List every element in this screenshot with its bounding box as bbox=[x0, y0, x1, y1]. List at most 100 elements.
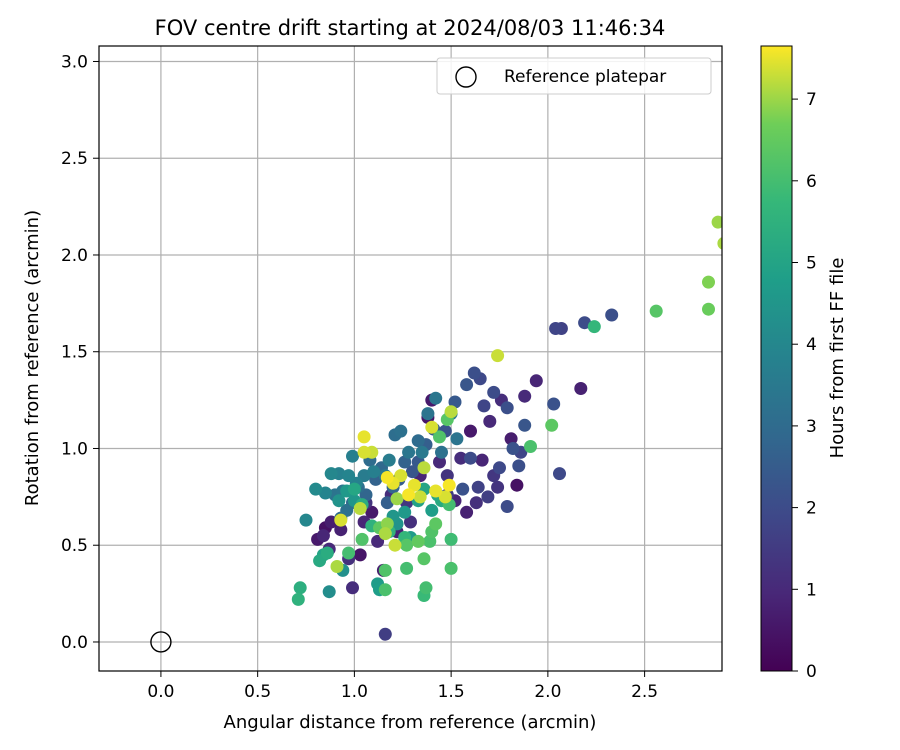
scatter-point bbox=[464, 451, 477, 465]
scatter-point bbox=[400, 538, 414, 552]
legend-reference-marker bbox=[455, 66, 477, 88]
scatter-point bbox=[574, 382, 588, 395]
scatter-point bbox=[506, 442, 520, 455]
scatter-point bbox=[380, 471, 394, 484]
scatter-point bbox=[481, 490, 495, 504]
scatter-point bbox=[504, 432, 518, 446]
scatter-point bbox=[433, 455, 446, 469]
scatter-point bbox=[342, 546, 356, 560]
scatter-point bbox=[524, 440, 537, 453]
scatter-point bbox=[491, 480, 505, 494]
scatter-point bbox=[702, 302, 715, 316]
scatter-point bbox=[415, 445, 429, 459]
scatter-point bbox=[398, 505, 412, 519]
y-tick-label: 0.0 bbox=[61, 633, 88, 653]
scatter-point bbox=[380, 517, 394, 531]
scatter-point bbox=[454, 451, 468, 465]
scatter-point bbox=[438, 490, 452, 504]
scatter-point bbox=[500, 401, 514, 415]
colorbar-label: Hours from first FF file bbox=[827, 258, 848, 459]
y-tick-label: 1.0 bbox=[61, 439, 88, 459]
scatter-point bbox=[442, 478, 456, 492]
scatter-point bbox=[291, 592, 305, 606]
colorbar-tick-label: 2 bbox=[806, 499, 817, 519]
y-axis-label: Rotation from reference (arcmin) bbox=[22, 210, 43, 506]
scatter-point bbox=[529, 374, 543, 388]
scatter-point bbox=[378, 627, 392, 641]
scatter-point bbox=[444, 561, 458, 575]
x-axis-ticks: 0.0 0.5 1.0 1.5 2.0 2.5 bbox=[147, 671, 658, 702]
x-tick-label: 2.5 bbox=[631, 682, 658, 702]
scatter-point bbox=[433, 430, 446, 444]
scatter-point bbox=[435, 445, 448, 459]
grid-lines bbox=[99, 46, 722, 671]
scatter-point bbox=[450, 432, 464, 446]
scatter-point bbox=[365, 505, 379, 519]
scatter-point bbox=[417, 552, 431, 566]
scatter-point bbox=[547, 397, 561, 411]
scatter-point bbox=[400, 561, 414, 575]
scatter-point bbox=[471, 480, 485, 494]
x-tick-label: 1.5 bbox=[438, 682, 465, 702]
legend-entry-reference-platepar: Reference platepar bbox=[504, 67, 666, 87]
scatter-point bbox=[413, 490, 427, 504]
scatter-point bbox=[346, 581, 359, 595]
scatter-point bbox=[320, 546, 334, 560]
x-tick-label: 2.0 bbox=[534, 682, 561, 702]
y-tick-label: 2.0 bbox=[61, 246, 88, 266]
scatter-point bbox=[334, 523, 348, 537]
y-tick-label: 2.5 bbox=[61, 149, 88, 169]
scatter-point bbox=[402, 445, 416, 459]
reference-platepar-marker bbox=[150, 631, 172, 653]
scatter-point bbox=[475, 453, 489, 467]
scatter-point bbox=[353, 548, 367, 562]
scatter-point bbox=[353, 502, 367, 515]
scatter-point bbox=[469, 496, 483, 510]
colorbar-tick-label: 4 bbox=[806, 335, 817, 355]
chart-title: FOV centre drift starting at 2024/08/03 … bbox=[155, 16, 666, 40]
scatter-point bbox=[411, 534, 425, 548]
scatter-point bbox=[444, 405, 458, 419]
colorbar: 0 1 2 3 4 5 6 7 Hours from first FF file bbox=[760, 45, 848, 682]
scatter-point bbox=[487, 385, 501, 399]
scatter-point bbox=[322, 585, 336, 599]
scatter-point bbox=[309, 482, 323, 496]
scatter-point bbox=[355, 532, 369, 546]
scatter-point bbox=[346, 449, 359, 463]
legend-box bbox=[436, 57, 712, 95]
scatter-point bbox=[587, 320, 601, 334]
data-points bbox=[291, 215, 722, 641]
scatter-point bbox=[425, 420, 439, 434]
y-tick-label: 3.0 bbox=[61, 52, 88, 72]
scatter-point bbox=[407, 478, 421, 492]
scatter-point bbox=[444, 532, 458, 546]
scatter-point bbox=[702, 275, 715, 289]
scatter-point bbox=[419, 581, 433, 595]
scatter-point bbox=[330, 560, 344, 573]
scatter-point bbox=[417, 461, 431, 475]
scatter-point bbox=[394, 424, 408, 438]
scatter-point bbox=[357, 430, 371, 444]
scatter-point bbox=[367, 465, 381, 479]
scatter-point bbox=[429, 517, 443, 531]
reference-marker-layer bbox=[150, 631, 172, 653]
scatter-point bbox=[390, 492, 404, 506]
scatter-point bbox=[388, 538, 402, 552]
scatter-point bbox=[299, 513, 313, 527]
scatter-point bbox=[483, 414, 497, 428]
scatter-point bbox=[500, 500, 514, 513]
colorbar-tick-label: 5 bbox=[806, 254, 817, 274]
scatter-point bbox=[649, 304, 663, 318]
plot-frame bbox=[98, 45, 723, 672]
scatter-point bbox=[324, 467, 338, 481]
scatter-point bbox=[429, 484, 443, 498]
scatter-point bbox=[342, 469, 356, 483]
scatter-point bbox=[421, 407, 435, 421]
scatter-point bbox=[493, 461, 506, 475]
x-tick-label: 1.0 bbox=[341, 682, 368, 702]
scatter-point bbox=[402, 488, 416, 502]
scatter-point bbox=[293, 581, 307, 595]
scatter-point bbox=[512, 459, 526, 473]
